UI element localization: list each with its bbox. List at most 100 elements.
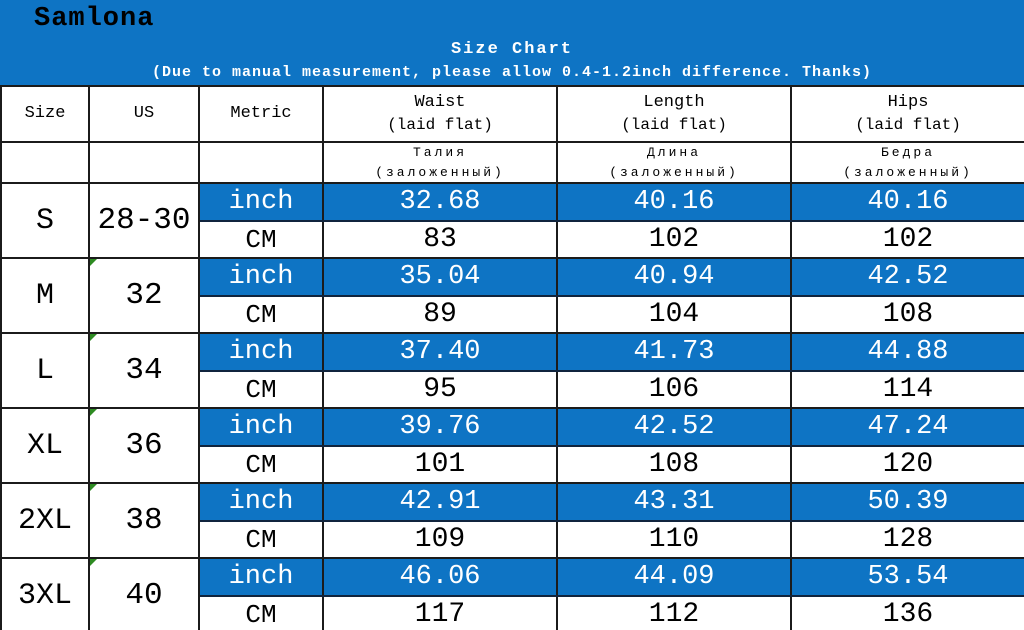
waist-cm-value: 109	[322, 520, 558, 559]
size-label: 2XL	[17, 503, 72, 538]
us-size-value: 34	[125, 353, 163, 388]
length-inch-value: 43.31	[556, 482, 792, 522]
table-row-inch: S 28-30 inch 32.68 40.16 40.16	[0, 182, 1024, 259]
size-label: S	[35, 203, 54, 238]
us-size-value: 36	[125, 428, 163, 463]
waist-inch-value: 46.06	[322, 557, 558, 597]
us-size-cell: 40	[88, 557, 200, 630]
table-row-inch: L 34 inch 37.40 41.73 44.88	[0, 332, 1024, 409]
page-title: Size Chart	[450, 40, 574, 59]
us-size-cell: 28-30	[88, 182, 200, 259]
length-inch-value: 44.09	[556, 557, 792, 597]
size-table-body: S 28-30 inch 32.68 40.16 40.16 CM 83 102…	[0, 182, 1024, 630]
size-label-cell: L	[0, 332, 90, 409]
us-size-cell: 36	[88, 407, 200, 484]
table-row-cm: CM 117 112 136	[1, 595, 1024, 630]
hips-inch-value: 50.39	[790, 482, 1024, 522]
length-inch-value: 42.52	[556, 407, 792, 447]
unit-cm-label: CM	[198, 445, 324, 484]
size-label: XL	[26, 428, 63, 463]
unit-cm-label: CM	[198, 370, 324, 409]
col-header-length: Length (laid flat)	[556, 85, 792, 143]
col-subheader-size-empty	[0, 141, 90, 184]
waist-inch-value: 39.76	[322, 407, 558, 447]
excel-marker-icon	[91, 260, 97, 266]
unit-inch-label: inch	[198, 557, 324, 597]
excel-marker-icon	[91, 410, 97, 416]
length-cm-value: 108	[556, 445, 792, 484]
length-cm-value: 106	[556, 370, 792, 409]
unit-inch-label: inch	[198, 182, 324, 222]
waist-cm-value: 89	[322, 295, 558, 334]
size-label-cell: XL	[0, 407, 90, 484]
us-size-value: 38	[125, 503, 163, 538]
size-label-cell: S	[0, 182, 90, 259]
table-row-cm: CM 101 108 120	[1, 445, 1024, 484]
us-size-cell: 38	[88, 482, 200, 559]
hips-cm-value: 136	[790, 595, 1024, 630]
unit-cm-label: CM	[198, 220, 324, 259]
col-subheader-hips-ru: Бедра (заложенный)	[790, 141, 1024, 184]
hips-inch-value: 47.24	[790, 407, 1024, 447]
us-size-value: 32	[125, 278, 163, 313]
length-cm-value: 102	[556, 220, 792, 259]
banner: Samlona Size Chart (Due to manual measur…	[0, 0, 1024, 85]
hips-cm-value: 102	[790, 220, 1024, 259]
hips-inch-value: 44.88	[790, 332, 1024, 372]
waist-inch-value: 35.04	[322, 257, 558, 297]
hips-inch-value: 42.52	[790, 257, 1024, 297]
header-row-russian: Талия (заложенный) Длина (заложенный) Бедр…	[0, 141, 1024, 184]
table-row-cm: CM 83 102 102	[1, 220, 1024, 259]
length-cm-value: 110	[556, 520, 792, 559]
hips-cm-value: 108	[790, 295, 1024, 334]
size-label-cell: 3XL	[0, 557, 90, 630]
unit-inch-label: inch	[198, 482, 324, 522]
length-cm-value: 112	[556, 595, 792, 630]
brand-logo-text: Samlona	[34, 4, 155, 34]
col-header-size: Size	[0, 85, 90, 143]
hips-inch-value: 53.54	[790, 557, 1024, 597]
unit-cm-label: CM	[198, 595, 324, 630]
length-cm-value: 104	[556, 295, 792, 334]
header-row-english: Size US Metric Waist (laid flat) Length (l…	[0, 85, 1024, 143]
us-size-cell: 32	[88, 257, 200, 334]
size-label-cell: M	[0, 257, 90, 334]
table-row-inch: M 32 inch 35.04 40.94 42.52	[0, 257, 1024, 334]
page-subtitle: (Due to manual measurement, please allow…	[151, 64, 873, 81]
size-label: 3XL	[17, 578, 72, 613]
unit-cm-label: CM	[198, 295, 324, 334]
col-subheader-metric-empty	[198, 141, 324, 184]
table-row-inch: 2XL 38 inch 42.91 43.31 50.39	[0, 482, 1024, 559]
col-subheader-waist-ru: Талия (заложенный)	[322, 141, 558, 184]
excel-marker-icon	[91, 485, 97, 491]
hips-cm-value: 128	[790, 520, 1024, 559]
excel-marker-icon	[91, 335, 97, 341]
size-chart-table: Size US Metric Waist (laid flat) Length (l…	[0, 85, 1024, 630]
waist-inch-value: 37.40	[322, 332, 558, 372]
hips-inch-value: 40.16	[790, 182, 1024, 222]
size-label: M	[35, 278, 54, 313]
table-row-cm: CM 109 110 128	[1, 520, 1024, 559]
table-row-cm: CM 95 106 114	[1, 370, 1024, 409]
us-size-value: 40	[125, 578, 163, 613]
col-header-us: US	[88, 85, 200, 143]
length-inch-value: 41.73	[556, 332, 792, 372]
unit-cm-label: CM	[198, 520, 324, 559]
waist-cm-value: 95	[322, 370, 558, 409]
col-subheader-length-ru: Длина (заложенный)	[556, 141, 792, 184]
waist-cm-value: 117	[322, 595, 558, 630]
us-size-cell: 34	[88, 332, 200, 409]
waist-inch-value: 32.68	[322, 182, 558, 222]
waist-cm-value: 83	[322, 220, 558, 259]
hips-cm-value: 120	[790, 445, 1024, 484]
unit-inch-label: inch	[198, 332, 324, 372]
length-inch-value: 40.16	[556, 182, 792, 222]
unit-inch-label: inch	[198, 407, 324, 447]
us-size-value: 28-30	[97, 203, 191, 238]
length-inch-value: 40.94	[556, 257, 792, 297]
col-subheader-us-empty	[88, 141, 200, 184]
unit-inch-label: inch	[198, 257, 324, 297]
table-row-inch: XL 36 inch 39.76 42.52 47.24	[0, 407, 1024, 484]
col-header-hips: Hips (laid flat)	[790, 85, 1024, 143]
